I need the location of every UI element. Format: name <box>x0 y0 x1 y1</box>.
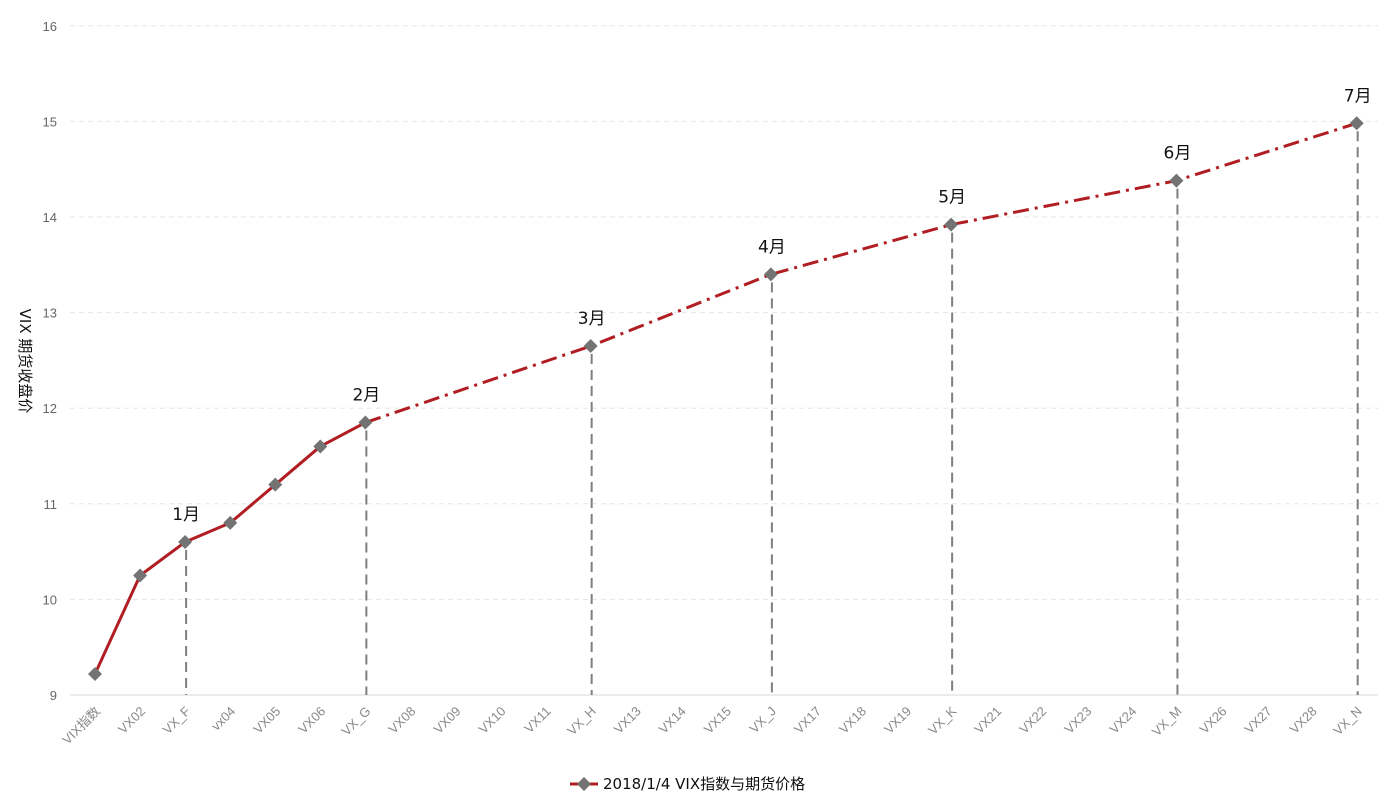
data-point <box>944 217 959 232</box>
y-tick-label: 14 <box>43 210 57 225</box>
data-point <box>223 515 238 530</box>
y-tick-label: 11 <box>44 497 58 512</box>
y-axis: 9 10 11 12 13 14 15 16 <box>43 19 57 703</box>
x-tick-label: VX19 <box>881 704 914 737</box>
x-tick-label: VX17 <box>791 704 824 737</box>
data-point <box>88 666 102 681</box>
x-tick-label: VX21 <box>971 704 1004 737</box>
legend-label: 2018/1/4 VIX指数与期货价格 <box>603 775 805 793</box>
x-tick-label: VX_H <box>564 704 599 739</box>
x-axis: VIX指数 VX02 VX_F vx04 VX05 VX06 VX_G VX08 VX09 VX1… <box>59 703 1364 747</box>
x-tick-label: VX27 <box>1242 704 1275 737</box>
drop-lines <box>185 131 1359 695</box>
series-line-dashdot <box>364 121 1358 424</box>
month-annotation: 6月 <box>1164 144 1192 164</box>
data-point <box>268 477 283 492</box>
data-point <box>1349 116 1364 131</box>
x-tick-label: VIX指数 <box>59 704 103 748</box>
data-point <box>178 535 193 550</box>
x-tick-label: VX10 <box>476 704 509 737</box>
x-tick-label: VX14 <box>656 704 689 737</box>
x-tick-label: VX22 <box>1016 704 1049 737</box>
data-point <box>358 415 373 430</box>
data-point <box>763 267 778 282</box>
month-annotation: 4月 <box>758 237 786 257</box>
grid <box>70 25 1378 696</box>
month-annotations: 1月 2月 3月 4月 5月 6月 7月 <box>172 86 1371 525</box>
y-tick-label: 16 <box>43 19 57 34</box>
data-point <box>313 439 328 454</box>
y-axis-label: VIX 期货收盘价 <box>16 309 34 414</box>
y-tick-label: 15 <box>43 114 57 129</box>
series-line-solid <box>93 421 367 675</box>
data-point <box>133 568 148 583</box>
x-tick-label: VX02 <box>115 704 148 737</box>
month-annotation: 3月 <box>578 309 606 329</box>
series-line <box>93 121 1358 675</box>
y-tick-label: 12 <box>43 401 57 416</box>
x-tick-label: VX11 <box>521 704 553 736</box>
x-tick-label: vx04 <box>208 704 238 734</box>
x-tick-label: VX24 <box>1106 704 1139 737</box>
x-tick-label: VX15 <box>701 704 734 737</box>
x-tick-label: VX09 <box>430 704 463 737</box>
x-tick-label: VX28 <box>1287 704 1320 737</box>
data-point <box>1169 173 1184 188</box>
x-tick-label: VX_G <box>338 704 373 739</box>
x-tick-label: VX_K <box>925 703 959 737</box>
month-annotation: 5月 <box>938 188 966 208</box>
x-tick-label: VX06 <box>295 704 328 737</box>
y-tick-label: 9 <box>50 688 57 703</box>
x-tick-label: VX_M <box>1149 704 1185 740</box>
month-annotation: 7月 <box>1344 86 1372 106</box>
month-annotation: 1月 <box>172 505 200 525</box>
x-tick-label: VX05 <box>250 704 283 737</box>
legend-marker-diamond <box>577 777 591 791</box>
month-annotation: 2月 <box>352 386 380 406</box>
x-tick-label: VX08 <box>385 704 418 737</box>
x-tick-label: VX23 <box>1061 704 1094 737</box>
data-point <box>583 339 598 354</box>
series-markers <box>88 116 1364 681</box>
y-tick-label: 13 <box>43 306 57 321</box>
x-tick-label: VX_F <box>160 703 194 737</box>
x-tick-label: VX_N <box>1330 704 1365 739</box>
x-tick-label: VX26 <box>1197 704 1230 737</box>
x-tick-label: VX13 <box>611 704 644 737</box>
x-tick-label: VX_J <box>746 704 779 737</box>
legend: 2018/1/4 VIX指数与期货价格 <box>570 775 805 793</box>
x-tick-label: VX18 <box>836 704 869 737</box>
y-tick-label: 10 <box>43 592 57 607</box>
